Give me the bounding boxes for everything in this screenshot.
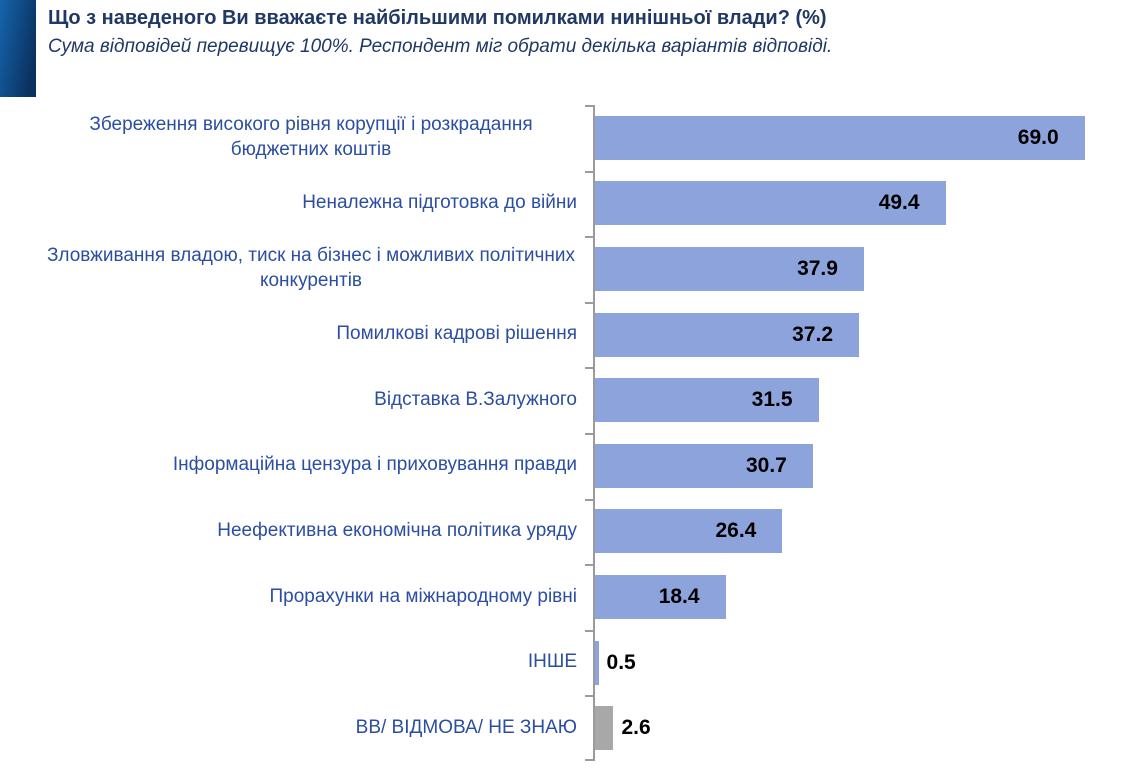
axis-tick — [585, 759, 593, 761]
value-label: 49.4 — [878, 191, 920, 215]
bar — [595, 640, 599, 685]
category-axis-line — [593, 105, 595, 761]
page-subtitle: Сума відповідей перевищує 100%. Респонде… — [48, 36, 833, 57]
chart-rows: Збереження високого рівня корупції і роз… — [40, 105, 1145, 761]
chart-row: Інформаційна цензура і приховування прав… — [40, 433, 1145, 499]
chart-row: Прорахунки на міжнародному рівні 18.4 — [40, 564, 1145, 630]
value-label: 18.4 — [658, 584, 700, 608]
axis-tick — [585, 236, 593, 239]
page-title: Що з наведеного Ви вважаєте найбільшими … — [48, 7, 827, 29]
bar-zone: 2.6 — [593, 695, 1145, 761]
category-label: ІНШЕ — [527, 651, 577, 673]
accent-corner-block — [0, 0, 36, 97]
chart-row: Неналежна підготовка до війни 49.4 — [40, 171, 1145, 237]
axis-tick — [585, 498, 593, 501]
chart-row: ІНШЕ 0.5 — [40, 630, 1145, 696]
bar-zone: 31.5 — [593, 367, 1145, 433]
category-label: Зловживання владою, тиск на бізнес і мож… — [46, 245, 576, 291]
bar: 26.4 — [595, 509, 783, 554]
chart-row: Зловживання владою, тиск на бізнес і мож… — [40, 236, 1145, 302]
bar-zone: 0.5 — [593, 630, 1145, 696]
category-label: Відставка В.Залужного — [374, 388, 577, 410]
category-label: Неефективна економічна політика уряду — [217, 520, 577, 542]
category-label: Прорахунки на міжнародному рівні — [269, 585, 577, 607]
value-label: 31.5 — [751, 388, 793, 412]
value-label: 69.0 — [1017, 125, 1059, 149]
bar-chart: Збереження високого рівня корупції і роз… — [40, 105, 1145, 763]
bar-zone: 69.0 — [593, 105, 1145, 171]
value-label: 37.2 — [792, 322, 833, 346]
category-label: Інформаційна цензура і приховування прав… — [172, 454, 577, 476]
bar: 18.4 — [595, 574, 726, 619]
bar: 37.9 — [595, 246, 864, 291]
value-label: 37.9 — [797, 256, 838, 280]
category-label-cell: Неналежна підготовка до війни — [40, 191, 593, 216]
value-label: 26.4 — [715, 519, 757, 543]
category-label-cell: Помилкові кадрові рішення — [40, 322, 593, 347]
bar-zone: 18.4 — [593, 564, 1145, 630]
bar-zone: 37.9 — [593, 236, 1145, 302]
chart-row: Помилкові кадрові рішення 37.2 — [40, 302, 1145, 368]
chart-row: Збереження високого рівня корупції і роз… — [40, 105, 1145, 171]
axis-tick — [585, 170, 593, 173]
bar: 37.2 — [595, 312, 859, 357]
bar-zone: 26.4 — [593, 499, 1145, 565]
chart-header: Що з наведеного Ви вважаєте найбільшими … — [48, 6, 1128, 60]
category-label-cell: Відставка В.Залужного — [40, 388, 593, 413]
axis-tick — [585, 105, 593, 107]
chart-row: Відставка В.Залужного 31.5 — [40, 367, 1145, 433]
bar-zone: 49.4 — [593, 171, 1145, 237]
value-label: 0.5 — [606, 650, 636, 674]
category-label-cell: ВВ/ ВІДМОВА/ НЕ ЗНАЮ — [40, 716, 593, 741]
axis-tick — [585, 433, 593, 435]
bar — [595, 706, 614, 751]
bar: 31.5 — [595, 378, 819, 423]
category-label-cell: ІНШЕ — [40, 650, 593, 675]
bar: 69.0 — [595, 115, 1085, 160]
axis-tick — [585, 629, 593, 632]
bar: 30.7 — [595, 443, 813, 488]
category-label-cell: Інформаційна цензура і приховування прав… — [40, 453, 593, 478]
category-label: Збереження високого рівня корупції і роз… — [89, 114, 533, 160]
category-label-cell: Неефективна економічна політика уряду — [40, 519, 593, 544]
category-label: ВВ/ ВІДМОВА/ НЕ ЗНАЮ — [355, 716, 577, 738]
bar: 49.4 — [595, 181, 946, 226]
axis-tick — [585, 301, 593, 304]
category-label-cell: Збереження високого рівня корупції і роз… — [40, 113, 593, 162]
category-label-cell: Зловживання владою, тиск на бізнес і мож… — [40, 244, 593, 293]
category-label: Помилкові кадрові рішення — [336, 323, 577, 345]
category-label: Неналежна підготовка до війни — [302, 192, 577, 214]
value-label: 2.6 — [621, 716, 651, 740]
axis-tick — [585, 367, 593, 370]
axis-tick — [585, 564, 593, 567]
chart-row: Неефективна економічна політика уряду 26.… — [40, 499, 1145, 565]
bar-zone: 37.2 — [593, 302, 1145, 368]
bar-zone: 30.7 — [593, 433, 1145, 499]
value-label: 30.7 — [745, 453, 787, 477]
axis-tick — [585, 695, 593, 698]
category-label-cell: Прорахунки на міжнародному рівні — [40, 585, 593, 610]
chart-row: ВВ/ ВІДМОВА/ НЕ ЗНАЮ 2.6 — [40, 695, 1145, 761]
